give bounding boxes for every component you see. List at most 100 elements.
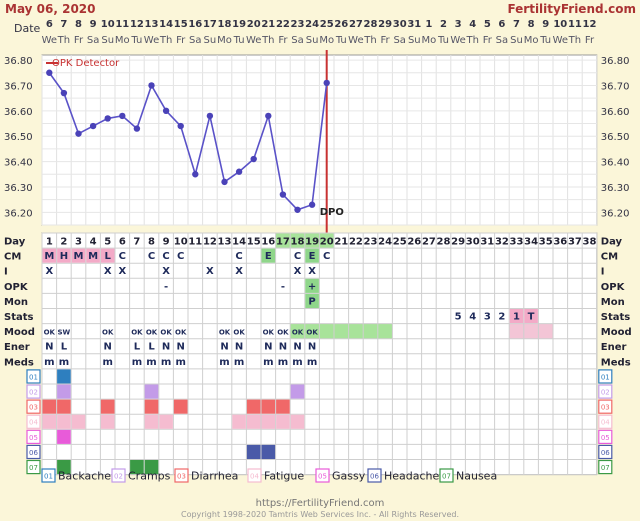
cm-cell: C (235, 251, 242, 262)
day-highlight (304, 233, 320, 249)
date-label: 1 (425, 19, 432, 30)
energy-cell: N (162, 342, 170, 353)
site-name[interactable]: FertilityFriend.com (507, 2, 636, 16)
symptom-code-right: 07 (601, 464, 610, 472)
meds-cell: m (146, 357, 156, 368)
intercourse-cell: X (235, 266, 243, 277)
temperature-plot: 36.80 36.80 36.70 36.70 36.60 36.60 36.50 36.50… (4, 50, 629, 235)
symptom-code-right: 05 (601, 434, 610, 442)
symptom-cell (261, 444, 276, 459)
day-highlight (275, 233, 291, 249)
legend-symptom-name: Headache (384, 470, 440, 483)
energy-cell: N (279, 342, 287, 353)
row-label-right: Mood (601, 327, 632, 338)
stats-cell-bg (524, 309, 538, 324)
symptom-cell (159, 414, 173, 429)
y-tick-label-right: 36.20 (601, 208, 630, 219)
weekday-label: Fr (483, 35, 493, 46)
symptom-cell (42, 399, 57, 414)
stats-cell: 1 (513, 312, 520, 323)
weekday-label: Fr (585, 35, 595, 46)
temperature-point (119, 112, 126, 120)
temperature-point (162, 107, 170, 115)
day-number: 21 (334, 237, 348, 248)
date-label: 2 (440, 19, 447, 30)
weekday-label: We (42, 35, 57, 46)
date-label: 9 (542, 19, 549, 30)
temperature-point (177, 122, 184, 130)
y-tick-label-left: 36.60 (4, 107, 33, 118)
day-number: 27 (422, 237, 436, 248)
symptom-cell (276, 414, 290, 429)
symptom-cell (57, 384, 71, 399)
row-label-right: I (601, 267, 605, 278)
date-label: 31 (407, 19, 421, 30)
date-label: 30 (393, 19, 407, 30)
date-label: 7 (60, 19, 67, 30)
y-tick-label-left: 36.30 (4, 183, 33, 194)
meds-cell: m (132, 357, 142, 368)
weekday-label: Sa (291, 35, 303, 46)
cm-cell-bg (71, 248, 86, 263)
day-number: 30 (466, 237, 480, 248)
legend-code: 05 (318, 473, 327, 481)
date-label: 22 (276, 19, 290, 30)
date-label: 13 (145, 19, 159, 30)
symptom-cell (261, 414, 276, 429)
temperature-point (308, 201, 316, 208)
cm-cell-bg (261, 248, 276, 263)
row-label-left: OPK (4, 282, 29, 293)
row-label-right: CM (601, 252, 618, 263)
day-number: 24 (378, 237, 392, 248)
weekday-label: Th (363, 35, 376, 46)
symptom-cell (246, 444, 261, 459)
weekday-label: Mo (422, 35, 437, 46)
symptom-code-right: 01 (601, 373, 610, 381)
intercourse-cell: X (118, 266, 126, 277)
mon-cell-bg (305, 293, 319, 308)
weekday-label: Sa (189, 35, 201, 46)
legend-code-box (174, 468, 189, 483)
symptom-code-right-box (598, 369, 613, 384)
symptom-code-left-box (26, 369, 41, 384)
footer-url[interactable]: https://FertilityFriend.com (256, 498, 385, 509)
symptom-code-left: 02 (29, 389, 38, 397)
legend-symptom-name: Backache (58, 470, 111, 483)
energy-cell: L (148, 342, 155, 353)
symptom-code-right: 02 (601, 389, 610, 397)
symptom-cell (144, 414, 159, 429)
symptom-cell (57, 429, 71, 444)
day-number: 7 (133, 237, 140, 248)
legend-code-box (315, 468, 330, 483)
day-number: 3 (75, 237, 82, 248)
energy-cell: N (45, 342, 53, 353)
stats-cell-bg (509, 309, 524, 324)
weekday-label: Su (510, 35, 523, 46)
legend-code-box (41, 468, 56, 483)
y-tick-label-right: 36.50 (601, 132, 630, 143)
weekday-label: Su (204, 35, 217, 46)
day-number: 38 (583, 237, 597, 248)
energy-cell: L (134, 342, 141, 353)
date-label: 12 (583, 19, 597, 30)
stats-green-bar (290, 323, 393, 339)
symptom-cell (246, 414, 261, 429)
date-label: 26 (334, 19, 348, 30)
symptom-code-left-box (26, 429, 41, 444)
date-label: 24 (305, 19, 319, 30)
symptom-code-right: 06 (601, 449, 610, 457)
energy-cell: N (220, 342, 228, 353)
date-label: 10 (553, 19, 567, 30)
date-label: 9 (90, 19, 97, 30)
stats-cell: 5 (455, 312, 462, 323)
date-label: 23 (291, 19, 305, 30)
day-number: 16 (261, 237, 275, 248)
symptom-code-left-box (26, 444, 41, 460)
weekday-label: Mo (115, 35, 130, 46)
row-label-right: Ener (601, 342, 627, 353)
opk-cell-bg (305, 278, 319, 293)
intercourse-cell: X (206, 266, 214, 277)
cm-cell: M (44, 251, 54, 262)
symptom-cell (100, 414, 115, 429)
